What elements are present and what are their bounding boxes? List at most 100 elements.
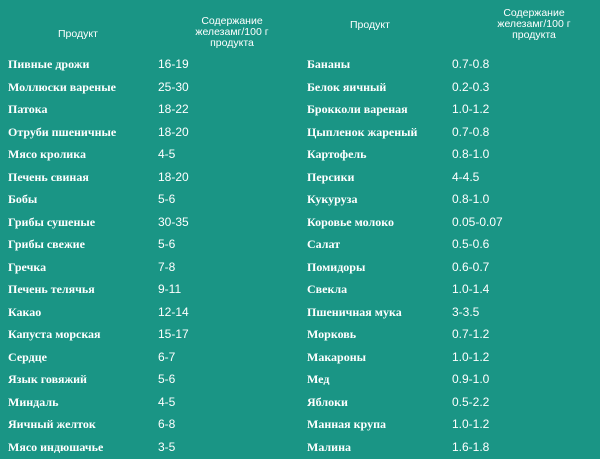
table-header: Продукт Содержание железамг/100 г продук… [0, 0, 600, 54]
table-row: Гречка 7-8 [0, 257, 300, 280]
table-row: Печень телячья 9-11 [0, 279, 300, 302]
product-name: Персики [307, 169, 355, 184]
product-name: Малина [307, 439, 351, 454]
table-row: Салат 0.5-0.6 [300, 234, 600, 257]
product-name: Пивные дрожи [8, 57, 90, 71]
product-name: Бобы [8, 192, 38, 206]
product-name: Кукуруза [307, 192, 358, 206]
product-name: Язык говяжий [8, 372, 87, 386]
product-name: Мясо кролика [8, 147, 86, 161]
table-row: Печень свиная 18-20 [0, 167, 300, 190]
iron-value: 6-8 [158, 417, 176, 431]
product-name: Яичный желток [8, 417, 96, 431]
iron-value: 18-22 [158, 102, 189, 116]
column-header-product: Продукт [58, 28, 98, 40]
table-row: Манная крупа 1.0-1.2 [300, 414, 600, 437]
product-name: Манная крупа [307, 417, 386, 431]
table-row: Коровье молоко 0.05-0.07 [300, 212, 600, 235]
table-row: Патока 18-22 [0, 99, 300, 122]
product-name: Печень телячья [8, 282, 95, 296]
product-name: Мясо индюшачье [8, 439, 104, 454]
table-row: Язык говяжий 5-6 [0, 369, 300, 392]
product-name: Салат [307, 237, 341, 251]
iron-value: 1.0-1.2 [452, 417, 490, 431]
table-row: Капуста морская 15-17 [0, 324, 300, 347]
iron-value: 18-20 [158, 169, 189, 184]
table-row: Какао 12-14 [0, 302, 300, 325]
iron-value: 18-20 [158, 124, 189, 139]
iron-value: 1.6-1.8 [452, 439, 490, 454]
iron-value: 0.9-1.0 [452, 372, 490, 386]
product-name: Белок яичный [307, 79, 387, 94]
iron-value: 0.8-1.0 [452, 147, 490, 161]
iron-value: 0.2-0.3 [452, 79, 490, 94]
iron-value: 4-5 [158, 147, 176, 161]
iron-value: 0.6-0.7 [452, 259, 490, 274]
product-name: Грибы свежие [8, 237, 85, 251]
product-name: Моллюски вареные [8, 79, 116, 94]
table-row: Отруби пшеничные 18-20 [0, 122, 300, 145]
iron-value: 1.0-1.4 [452, 282, 490, 296]
product-name: Сердце [8, 349, 47, 364]
product-name: Помидоры [307, 259, 366, 274]
product-name: Морковь [307, 327, 357, 341]
table-row: Яичный желток 6-8 [0, 414, 300, 437]
iron-value: 5-6 [158, 237, 176, 251]
product-name: Коровье молоко [307, 214, 394, 229]
table-row: Картофель 0.8-1.0 [300, 144, 600, 167]
product-name: Грибы сушеные [8, 214, 96, 229]
table-row: Мясо кролика 4-5 [0, 144, 300, 167]
iron-value: 9-11 [158, 282, 182, 296]
product-name: Макароны [307, 349, 367, 364]
table-row: Пивные дрожи 16-19 [0, 54, 300, 77]
table-row: Брокколи вареная 1.0-1.2 [300, 99, 600, 122]
product-name: Мед [307, 372, 330, 386]
iron-value: 0.5-0.6 [452, 237, 490, 251]
column-header-iron-content: Содержание железамг/100 г продукта [497, 7, 571, 41]
iron-value: 0.7-0.8 [452, 57, 490, 71]
table-row: Мясо индюшачье 3-5 [0, 437, 300, 459]
right-product-column: Бананы 0.7-0.8 Белок яичный 0.2-0.3 Брокколи… [300, 54, 600, 459]
table-row: Яблоки 0.5-2.2 [300, 392, 600, 415]
table-row: Бобы 5-6 [0, 189, 300, 212]
iron-value: 12-14 [158, 304, 189, 319]
iron-value: 3-5 [158, 439, 176, 454]
table-row: Грибы сушеные 30-35 [0, 212, 300, 235]
table-row: Белок яичный 0.2-0.3 [300, 77, 600, 100]
product-name: Свекла [307, 282, 348, 296]
product-name: Печень свиная [8, 169, 89, 184]
iron-value: 1.0-1.2 [452, 349, 490, 364]
product-name: Брокколи вареная [307, 102, 408, 116]
table-row: Помидоры 0.6-0.7 [300, 257, 600, 280]
table-row: Свекла 1.0-1.4 [300, 279, 600, 302]
iron-value: 0.7-1.2 [452, 327, 490, 341]
table-row: Морковь 0.7-1.2 [300, 324, 600, 347]
product-name: Картофель [307, 147, 367, 161]
product-name: Бананы [307, 57, 351, 71]
product-name: Пшеничная мука [307, 304, 402, 319]
product-name: Отруби пшеничные [8, 124, 117, 139]
table-row: Цыпленок жареный 0.7-0.8 [300, 122, 600, 145]
iron-value: 0.5-2.2 [452, 394, 490, 409]
iron-value: 4-5 [158, 394, 176, 409]
table-row: Сердце 6-7 [0, 347, 300, 370]
table-row: Макароны 1.0-1.2 [300, 347, 600, 370]
product-name: Цыпленок жареный [307, 124, 418, 139]
iron-value: 15-17 [158, 327, 189, 341]
table-row: Мед 0.9-1.0 [300, 369, 600, 392]
product-name: Капуста морская [8, 327, 101, 341]
table-row: Миндаль 4-5 [0, 392, 300, 415]
product-name: Гречка [8, 259, 47, 274]
iron-value: 5-6 [158, 192, 176, 206]
column-header-iron-content: Содержание железамг/100 г продукта [195, 15, 269, 49]
table-row: Пшеничная мука 3-3.5 [300, 302, 600, 325]
table-row: Кукуруза 0.8-1.0 [300, 189, 600, 212]
iron-value: 3-3.5 [452, 304, 480, 319]
iron-value: 6-7 [158, 349, 176, 364]
iron-value: 0.7-0.8 [452, 124, 490, 139]
iron-value: 30-35 [158, 214, 189, 229]
iron-value: 16-19 [158, 57, 189, 71]
iron-value: 4-4.5 [452, 169, 480, 184]
iron-value: 7-8 [158, 259, 176, 274]
